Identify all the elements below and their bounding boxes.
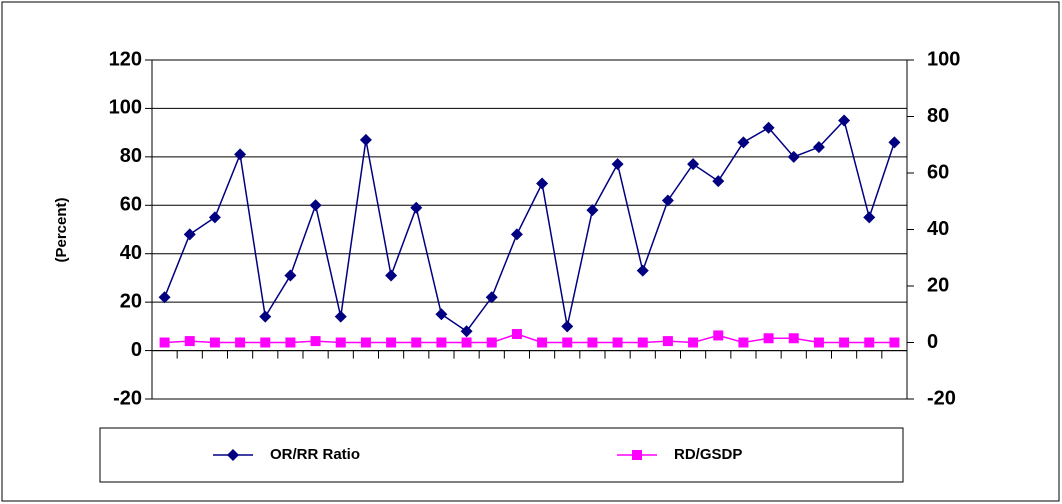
marker (227, 449, 239, 461)
marker (612, 337, 623, 348)
marker (587, 337, 598, 348)
marker (285, 337, 296, 348)
marker (888, 136, 901, 149)
legend-label: RD/GSDP (674, 446, 742, 463)
marker (309, 199, 322, 212)
marker (712, 175, 725, 188)
marker (636, 264, 649, 277)
y-axis-label: (Percent) (53, 197, 70, 262)
marker (183, 228, 196, 241)
marker (687, 158, 700, 171)
y2-tick-label: 40 (927, 218, 949, 240)
marker (360, 337, 371, 348)
marker (460, 325, 473, 338)
marker (284, 269, 297, 282)
marker (410, 201, 423, 214)
marker (385, 269, 398, 282)
marker (435, 308, 448, 321)
marker (813, 337, 824, 348)
marker (661, 194, 674, 207)
marker (158, 291, 171, 304)
marker (184, 336, 195, 347)
y2-tick-label: 60 (927, 161, 949, 183)
marker (738, 337, 749, 348)
marker (662, 336, 673, 347)
marker (259, 310, 272, 323)
marker (562, 337, 573, 348)
marker (461, 337, 472, 348)
marker (763, 333, 774, 344)
marker (485, 291, 498, 304)
marker (586, 204, 599, 217)
marker (235, 337, 246, 348)
y-tick-label: 120 (109, 48, 142, 70)
marker (359, 133, 372, 146)
marker (209, 337, 220, 348)
y-tick-label: 80 (120, 145, 142, 167)
marker (561, 320, 574, 333)
marker (335, 337, 346, 348)
marker (208, 211, 221, 224)
marker (260, 337, 271, 348)
marker (637, 337, 648, 348)
marker (510, 228, 523, 241)
marker (889, 337, 900, 348)
marker (838, 114, 851, 127)
marker (536, 177, 549, 190)
y2-tick-label: 0 (927, 331, 938, 353)
series-line (163, 119, 896, 333)
marker (863, 211, 876, 224)
marker (839, 337, 850, 348)
marker (688, 337, 699, 348)
y-tick-label: 100 (109, 97, 142, 119)
marker (436, 337, 447, 348)
marker (310, 336, 321, 347)
marker (537, 337, 548, 348)
marker (234, 148, 247, 161)
marker (334, 310, 347, 323)
y2-tick-label: 20 (927, 274, 949, 296)
marker (411, 337, 422, 348)
marker (511, 329, 522, 340)
marker (611, 158, 624, 171)
marker (787, 150, 800, 163)
y-tick-label: 60 (120, 194, 142, 216)
marker (632, 450, 642, 460)
y2-tick-label: 80 (927, 105, 949, 127)
marker (864, 337, 875, 348)
y-tick-label: 40 (120, 242, 142, 264)
marker (386, 337, 397, 348)
marker (486, 337, 497, 348)
y-tick-label: 0 (131, 339, 142, 361)
marker (762, 121, 775, 134)
y2-tick-label: 100 (927, 48, 960, 70)
marker (812, 141, 825, 154)
y2-tick-label: -20 (927, 387, 956, 409)
y-tick-label: -20 (113, 387, 142, 409)
y-tick-label: 20 (120, 290, 142, 312)
marker (159, 337, 170, 348)
legend-label: OR/RR Ratio (270, 446, 360, 463)
marker (713, 330, 724, 341)
marker (788, 333, 799, 344)
marker (737, 136, 750, 149)
